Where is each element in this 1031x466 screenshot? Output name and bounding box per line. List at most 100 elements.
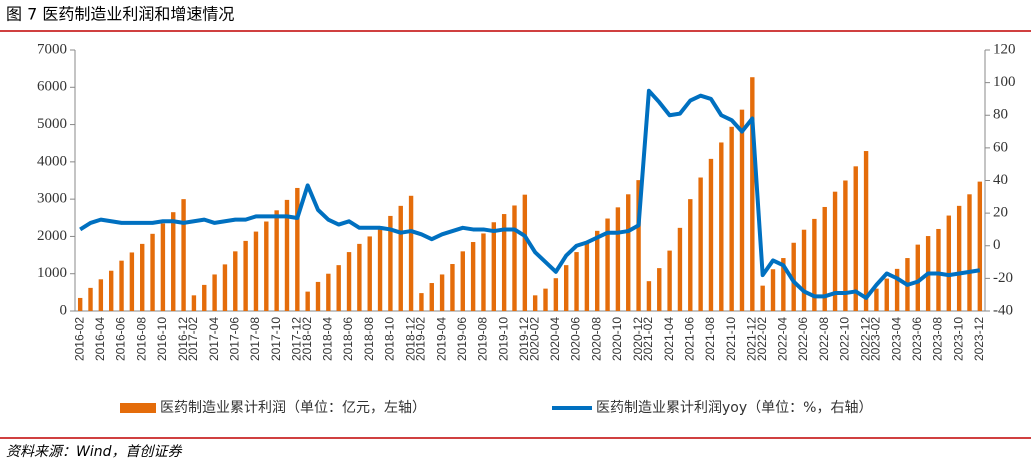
bar: [243, 240, 248, 311]
bar: [88, 287, 93, 311]
x-tick-label: 2018-08: [362, 317, 376, 361]
x-tick-label: 2022-06: [796, 317, 810, 361]
x-tick-label: 2020-04: [548, 317, 562, 361]
x-tick-label: 2016-12: [176, 317, 190, 361]
bar: [140, 243, 145, 311]
bar: [357, 243, 362, 311]
bar: [677, 227, 683, 311]
bar: [832, 191, 838, 311]
bar: [181, 199, 186, 311]
bar: [698, 177, 703, 311]
bar: [956, 205, 962, 311]
bar: [646, 281, 652, 311]
bar: [781, 258, 786, 311]
y2-tick-label: 100: [993, 74, 1016, 90]
x-tick-label: 2021-12: [745, 317, 759, 361]
y-tick-label: 7000: [37, 41, 67, 57]
x-tick-label: 2016-10: [155, 317, 169, 361]
bar: [688, 199, 693, 311]
bar: [553, 278, 559, 311]
x-tick-label: 2018-12: [403, 317, 417, 361]
bar: [129, 252, 135, 311]
bar: [874, 288, 879, 311]
legend-label: 医药制造业累计利润（单位：亿元，左轴）: [160, 400, 426, 416]
y2-tick-label: 120: [993, 41, 1016, 57]
x-tick-label: 2020-12: [631, 317, 645, 361]
x-tick-label: 2016-06: [114, 317, 128, 361]
bar: [915, 244, 920, 311]
x-tick-label: 2019-10: [496, 317, 510, 361]
x-tick-label: 2019-04: [434, 317, 448, 361]
bar: [584, 241, 590, 311]
bar: [967, 194, 972, 311]
bar: [667, 250, 672, 311]
bar: [253, 231, 259, 311]
bar: [108, 270, 114, 311]
bar: [532, 295, 538, 311]
bar: [708, 158, 714, 311]
bar: [626, 194, 631, 311]
bar: [377, 227, 383, 311]
bar: [77, 297, 83, 311]
x-tick-label: 2018-10: [383, 317, 397, 361]
bar: [605, 218, 610, 311]
bar: [791, 242, 796, 311]
x-tick-label: 2019-06: [455, 317, 469, 361]
y-tick-label: 1000: [37, 265, 67, 281]
x-tick-label: 2023-06: [910, 317, 924, 361]
x-tick-label: 2016-08: [134, 317, 148, 361]
bar: [295, 187, 300, 311]
y2-tick-label: -40: [993, 302, 1013, 318]
bar: [315, 281, 321, 311]
x-tick-label: 2017-08: [248, 317, 262, 361]
bar: [595, 230, 600, 311]
line: [79, 88, 981, 300]
bar: [822, 206, 827, 311]
x-tick-label: 2018-06: [341, 317, 355, 361]
bar: [346, 252, 352, 311]
bar: [119, 260, 124, 311]
bar: [522, 194, 528, 311]
bar: [160, 223, 166, 311]
x-tick-label: 2019-08: [476, 317, 490, 361]
legend-swatch: [120, 403, 156, 413]
bar: [367, 236, 372, 311]
bar: [812, 218, 817, 311]
x-tick-label: 2016-04: [93, 317, 107, 361]
x-tick-label: 2019-12: [517, 317, 531, 361]
bar: [894, 268, 900, 311]
bar: [336, 265, 341, 311]
source: 资料来源：Wind，首创证券: [6, 444, 182, 460]
x-tick-label: 2016-02: [72, 317, 86, 361]
bar: [439, 274, 445, 311]
bar: [191, 295, 197, 311]
x-tick-label: 2022-02: [755, 317, 769, 361]
x-tick-label: 2020-08: [589, 317, 603, 361]
bar: [150, 233, 155, 311]
bar: [202, 284, 207, 311]
y-tick-label: 6000: [37, 79, 67, 95]
bar: [977, 181, 983, 311]
x-tick-label: 2021-02: [641, 317, 655, 361]
y2-tick-label: 40: [993, 172, 1008, 188]
x-tick-label: 2017-04: [207, 317, 221, 361]
bar: [450, 264, 455, 311]
bar: [739, 109, 745, 312]
y-tick-label: 0: [60, 302, 68, 318]
x-tick-label: 2023-02: [869, 317, 883, 361]
bar: [512, 205, 517, 311]
bar: [729, 126, 734, 312]
y-tick-label: 5000: [37, 116, 67, 132]
bar: [501, 214, 507, 311]
bar: [863, 151, 869, 311]
bar: [843, 180, 848, 311]
y2-tick-label: 0: [993, 237, 1001, 253]
x-tick-label: 2021-10: [724, 317, 738, 361]
y-tick-label: 3000: [37, 191, 67, 207]
bar: [760, 285, 765, 311]
bar: [264, 221, 269, 311]
bar: [388, 215, 393, 311]
bar: [481, 233, 486, 311]
x-tick-label: 2023-12: [972, 317, 986, 361]
x-tick-label: 2022-04: [776, 317, 790, 361]
